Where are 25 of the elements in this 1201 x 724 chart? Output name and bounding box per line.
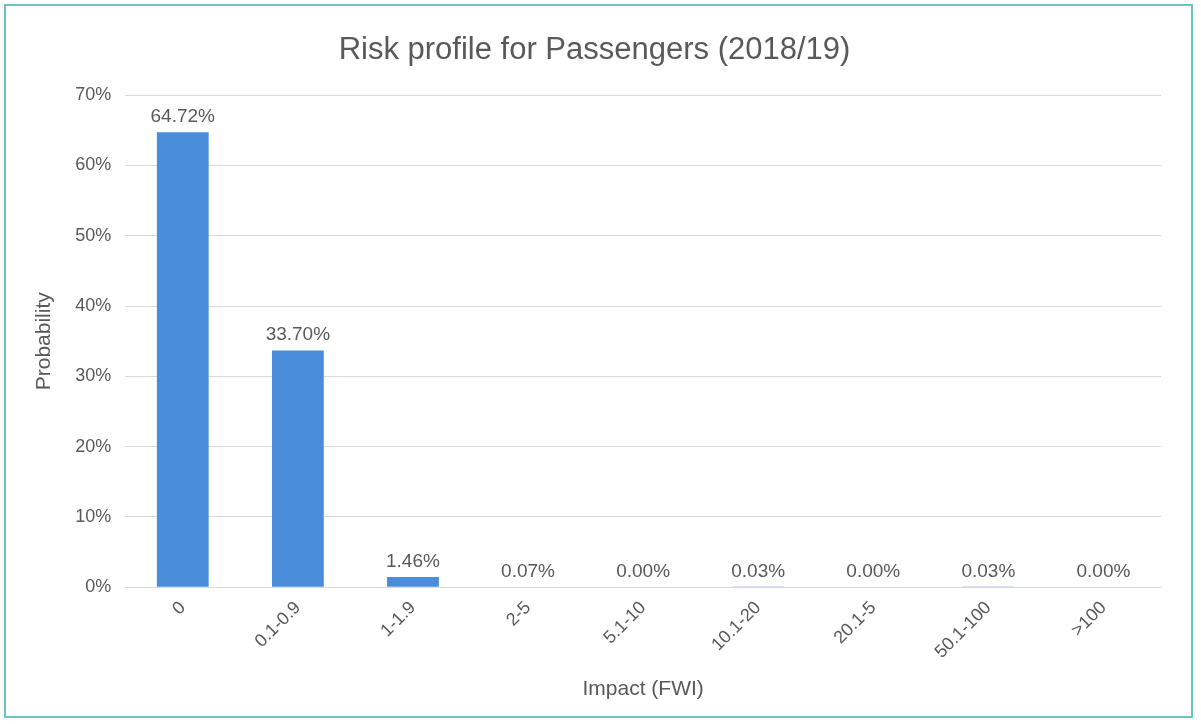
bar xyxy=(271,350,324,587)
bar xyxy=(387,577,439,587)
y-tick-label: 60% xyxy=(75,154,112,175)
data-label: 1.46% xyxy=(386,549,440,571)
y-tick-label: 50% xyxy=(75,224,112,245)
y-tick-label: 40% xyxy=(75,295,112,316)
x-axis-title: Impact (FWI) xyxy=(582,676,704,700)
data-label: 33.70% xyxy=(265,323,331,345)
x-tick-label: 0 xyxy=(167,597,190,619)
x-tick-label: 2-5 xyxy=(501,597,535,630)
chart-title: Risk profile for Passengers (2018/19) xyxy=(338,31,851,67)
y-tick-label: 20% xyxy=(75,435,112,456)
y-tick-label: 0% xyxy=(85,576,112,597)
data-label: 64.72% xyxy=(150,105,216,127)
y-tick-label: 10% xyxy=(75,505,112,526)
data-label: 0.00% xyxy=(1076,560,1131,582)
y-tick-label: 30% xyxy=(75,365,112,386)
y-tick-label: 70% xyxy=(75,84,112,105)
y-axis-title: Probability xyxy=(31,291,55,391)
data-label: 0.03% xyxy=(731,559,786,581)
data-label: 0.00% xyxy=(616,560,671,582)
data-label: 0.00% xyxy=(846,560,901,582)
bar xyxy=(156,132,209,587)
data-label: 0.07% xyxy=(501,559,556,581)
data-label: 0.03% xyxy=(961,559,1016,581)
